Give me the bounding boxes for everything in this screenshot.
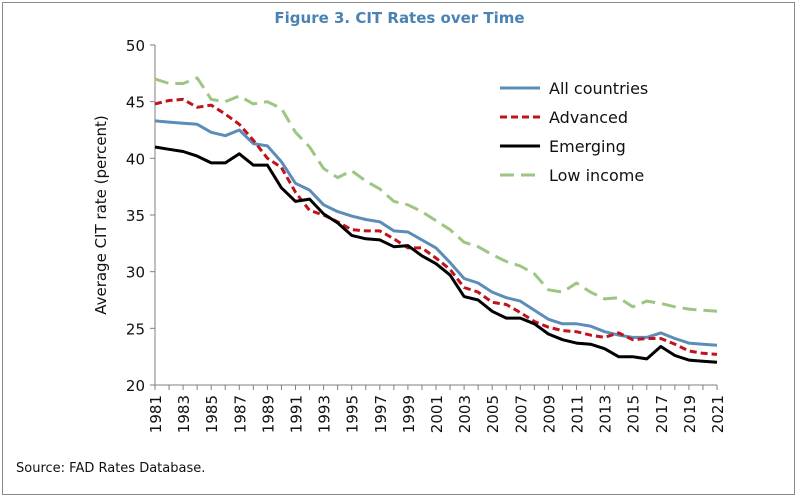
x-tick-label: 2001 <box>428 395 446 433</box>
y-tick-label: 40 <box>126 150 145 168</box>
legend-label: Advanced <box>549 108 628 127</box>
y-axis-label: Average CIT rate (percent) <box>92 115 110 315</box>
series-line-advanced <box>154 97 718 356</box>
x-tick-label: 1983 <box>175 395 193 433</box>
x-tick-label: 1981 <box>147 395 165 433</box>
y-tick-label: 30 <box>126 264 145 282</box>
x-tick-label: 2013 <box>597 395 615 433</box>
x-tick-label: 2007 <box>512 395 530 433</box>
x-tick-label: 2009 <box>540 395 558 433</box>
legend-label: All countries <box>549 79 648 98</box>
x-tick-label: 1999 <box>400 395 418 433</box>
x-tick-label: 1997 <box>372 395 390 433</box>
series-line-all-countries <box>154 119 718 347</box>
x-tick-label: 2003 <box>456 395 474 433</box>
x-tick-label: 2021 <box>709 395 727 433</box>
legend-label: Emerging <box>549 137 626 156</box>
y-tick-label: 45 <box>126 94 145 112</box>
legend-label: Low income <box>549 166 644 185</box>
x-tick-label: 1987 <box>231 395 249 433</box>
x-tick-label: 2015 <box>625 395 643 433</box>
x-tick-label: 1991 <box>288 395 306 433</box>
x-tick-label: 2019 <box>681 395 699 433</box>
series-line-low-income <box>154 76 718 313</box>
y-tick-label: 50 <box>126 37 145 55</box>
x-tick-label: 1985 <box>203 395 221 433</box>
x-tick-label: 1995 <box>344 395 362 433</box>
chart-title: Figure 3. CIT Rates over Time <box>274 9 525 27</box>
x-tick-label: 2011 <box>569 395 587 433</box>
y-tick-label: 20 <box>126 377 145 395</box>
series-line-emerging <box>154 145 718 364</box>
y-tick-label: 35 <box>126 207 145 225</box>
x-tick-label: 2017 <box>653 395 671 433</box>
y-tick-label: 25 <box>126 320 145 338</box>
x-tick-label: 1989 <box>259 395 277 433</box>
source-note: Source: FAD Rates Database. <box>16 461 206 476</box>
x-tick-label: 1993 <box>316 395 334 433</box>
x-tick-label: 2005 <box>484 395 502 433</box>
